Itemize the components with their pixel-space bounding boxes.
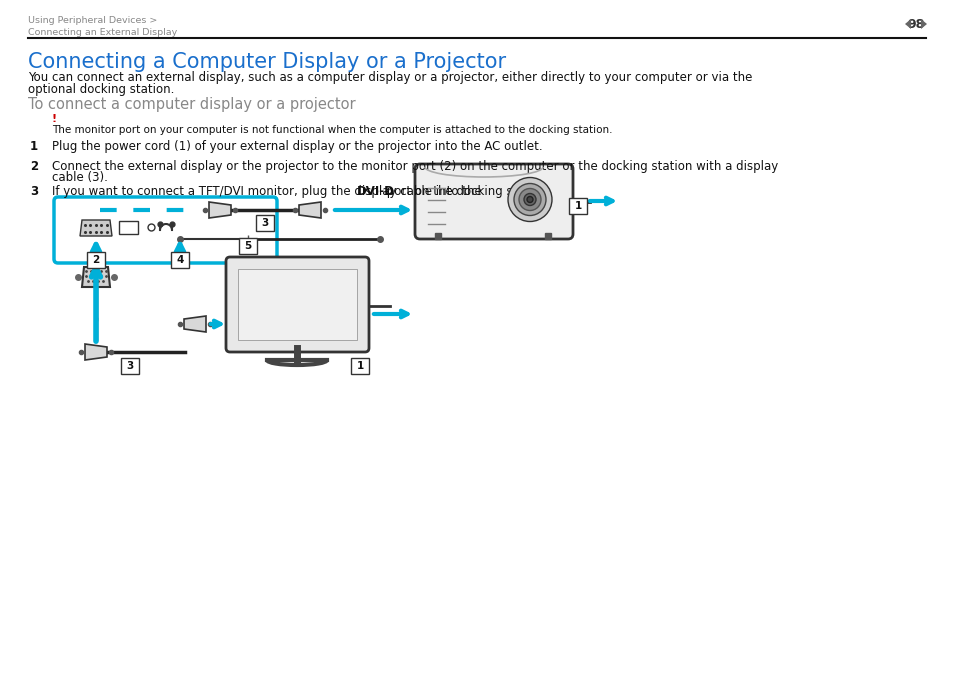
Circle shape: [518, 189, 540, 210]
Polygon shape: [904, 19, 910, 29]
Text: To connect a computer display or a projector: To connect a computer display or a proje…: [28, 97, 355, 112]
Text: 3: 3: [261, 218, 269, 228]
Text: 1: 1: [356, 361, 363, 371]
Text: Connect the external display or the projector to the monitor port (2) on the com: Connect the external display or the proj…: [52, 160, 778, 173]
Text: 1: 1: [574, 201, 581, 211]
Polygon shape: [184, 316, 206, 332]
Text: 2: 2: [92, 255, 99, 265]
Text: DVI-D: DVI-D: [356, 185, 395, 198]
FancyBboxPatch shape: [87, 252, 105, 268]
Polygon shape: [920, 19, 926, 29]
Text: 3: 3: [30, 185, 38, 198]
Text: Connecting a Computer Display or a Projector: Connecting a Computer Display or a Proje…: [28, 52, 506, 72]
Text: port on the docking station.: port on the docking station.: [383, 185, 551, 198]
Circle shape: [523, 193, 536, 206]
Text: 2: 2: [30, 160, 38, 173]
FancyBboxPatch shape: [171, 252, 189, 268]
FancyBboxPatch shape: [54, 197, 276, 263]
FancyBboxPatch shape: [351, 358, 369, 374]
Text: You can connect an external display, such as a computer display or a projector, : You can connect an external display, suc…: [28, 71, 752, 84]
Text: optional docking station.: optional docking station.: [28, 83, 174, 96]
Text: The monitor port on your computer is not functional when the computer is attache: The monitor port on your computer is not…: [52, 125, 612, 135]
Text: 3: 3: [126, 361, 133, 371]
Text: 5: 5: [244, 241, 252, 251]
FancyBboxPatch shape: [239, 238, 256, 254]
Polygon shape: [298, 202, 320, 218]
Polygon shape: [209, 202, 231, 218]
FancyBboxPatch shape: [255, 215, 274, 231]
Text: Plug the power cord (1) of your external display or the projector into the AC ou: Plug the power cord (1) of your external…: [52, 140, 542, 153]
FancyBboxPatch shape: [119, 220, 138, 233]
Text: If you want to connect a TFT/DVI monitor, plug the display cable into the: If you want to connect a TFT/DVI monitor…: [52, 185, 485, 198]
Text: 98: 98: [906, 18, 923, 30]
Circle shape: [507, 177, 552, 222]
FancyBboxPatch shape: [415, 164, 573, 239]
Circle shape: [526, 197, 533, 202]
Text: !: !: [52, 114, 57, 124]
Text: Connecting an External Display: Connecting an External Display: [28, 28, 177, 37]
Circle shape: [514, 183, 545, 216]
Polygon shape: [82, 267, 110, 287]
Text: Using Peripheral Devices >: Using Peripheral Devices >: [28, 16, 157, 25]
FancyBboxPatch shape: [568, 198, 586, 214]
FancyBboxPatch shape: [226, 257, 369, 352]
FancyBboxPatch shape: [121, 358, 139, 374]
Bar: [237, 269, 356, 340]
Text: 1: 1: [30, 140, 38, 153]
Polygon shape: [80, 220, 112, 236]
Polygon shape: [85, 344, 107, 360]
Text: 4: 4: [176, 255, 184, 265]
Text: cable (3).: cable (3).: [52, 171, 108, 184]
